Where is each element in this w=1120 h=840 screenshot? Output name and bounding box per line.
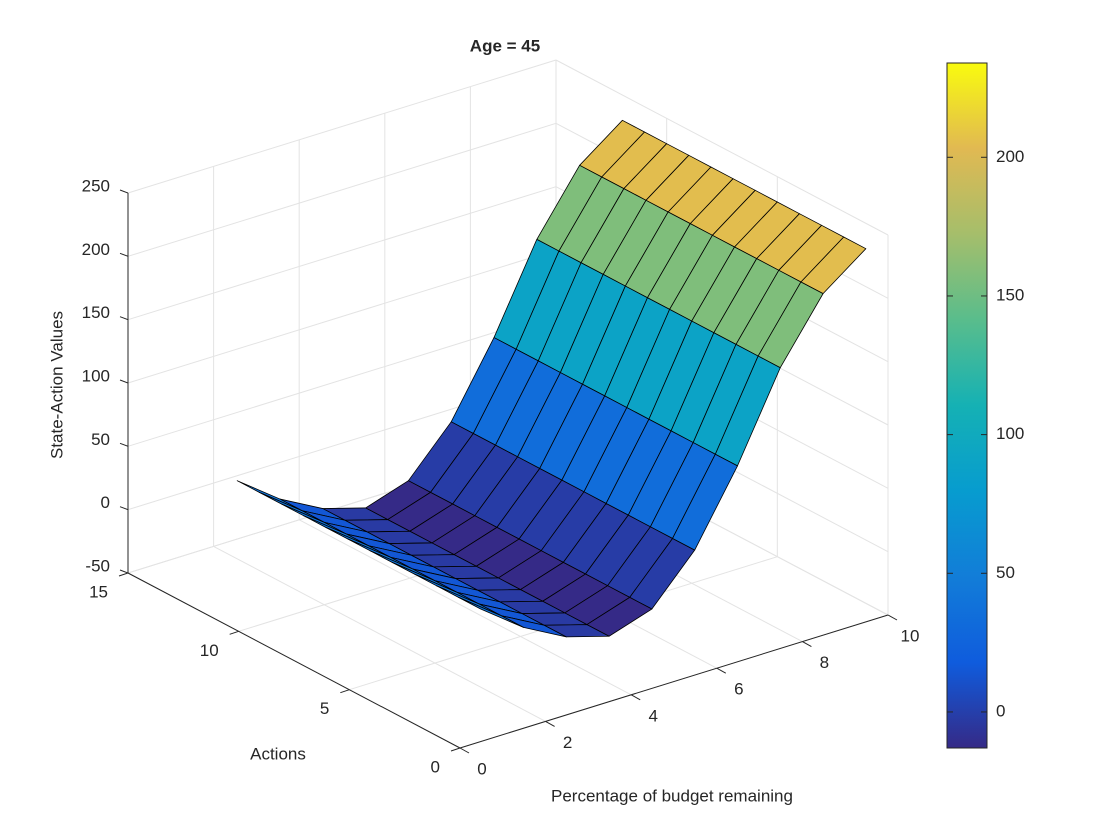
x-axis-label: Percentage of budget remaining (551, 786, 793, 805)
grid-line (127, 122, 557, 257)
labels: Age = 45 Percentage of budget remaining … (47, 36, 919, 805)
x-tick-label: 4 (648, 706, 657, 725)
z-tick-label: 150 (82, 303, 110, 322)
z-tick-label: -50 (85, 556, 110, 575)
z-tick (119, 189, 129, 194)
x-tick-label: 6 (734, 680, 743, 699)
x-tick (459, 747, 470, 754)
z-tick-label: 50 (91, 430, 110, 449)
colorbar-tick-label: 100 (996, 424, 1024, 443)
y-tick (118, 572, 129, 577)
grid-line (127, 249, 557, 384)
surface (236, 119, 867, 638)
z-tick-label: 200 (82, 240, 110, 259)
x-tick (716, 667, 727, 674)
z-tick (119, 442, 129, 447)
grid-line (127, 59, 557, 194)
y-tick-label: 5 (320, 699, 329, 718)
x-tick (887, 614, 898, 621)
y-tick-label: 15 (89, 582, 108, 601)
y-axis-line (127, 572, 461, 749)
x-tick (802, 641, 812, 648)
y-tick-label: 10 (200, 641, 219, 660)
surface-face (458, 596, 524, 628)
grid-line (555, 59, 889, 236)
x-axis-line (459, 614, 889, 749)
x-tick-label: 8 (820, 653, 829, 672)
y-tick-label: 0 (431, 757, 440, 776)
z-tick-label: 0 (101, 493, 110, 512)
colorbar-tick-label: 0 (996, 701, 1005, 720)
y-tick (229, 630, 239, 635)
colorbar-scale (946, 62, 988, 749)
x-tick-label: 2 (563, 733, 572, 752)
x-tick (545, 720, 555, 727)
colorbar: 0 50 100 150 200 (946, 62, 1024, 749)
chart-title: Age = 45 (470, 36, 540, 55)
x-tick-label: 10 (901, 626, 920, 645)
grid-line (127, 312, 557, 447)
y-tick (450, 747, 461, 752)
z-tick (119, 569, 129, 574)
colorbar-tick-label: 50 (996, 563, 1015, 582)
z-tick-label: 250 (82, 176, 110, 195)
z-tick (119, 316, 129, 321)
y-tick (340, 689, 350, 694)
z-axis-label: State-Action Values (47, 311, 66, 459)
x-tick-label: 0 (477, 759, 486, 778)
z-tick (119, 506, 129, 511)
x-tick (630, 694, 641, 701)
z-tick-label: 100 (82, 366, 110, 385)
z-tick (119, 252, 129, 257)
z-tick (119, 379, 129, 384)
grid-line (127, 186, 557, 321)
colorbar-tick-label: 200 (996, 147, 1024, 166)
y-axis-label: Actions (250, 744, 306, 763)
colorbar-tick-label: 150 (996, 285, 1024, 304)
grid-line (213, 545, 546, 722)
grid-line (298, 519, 632, 696)
